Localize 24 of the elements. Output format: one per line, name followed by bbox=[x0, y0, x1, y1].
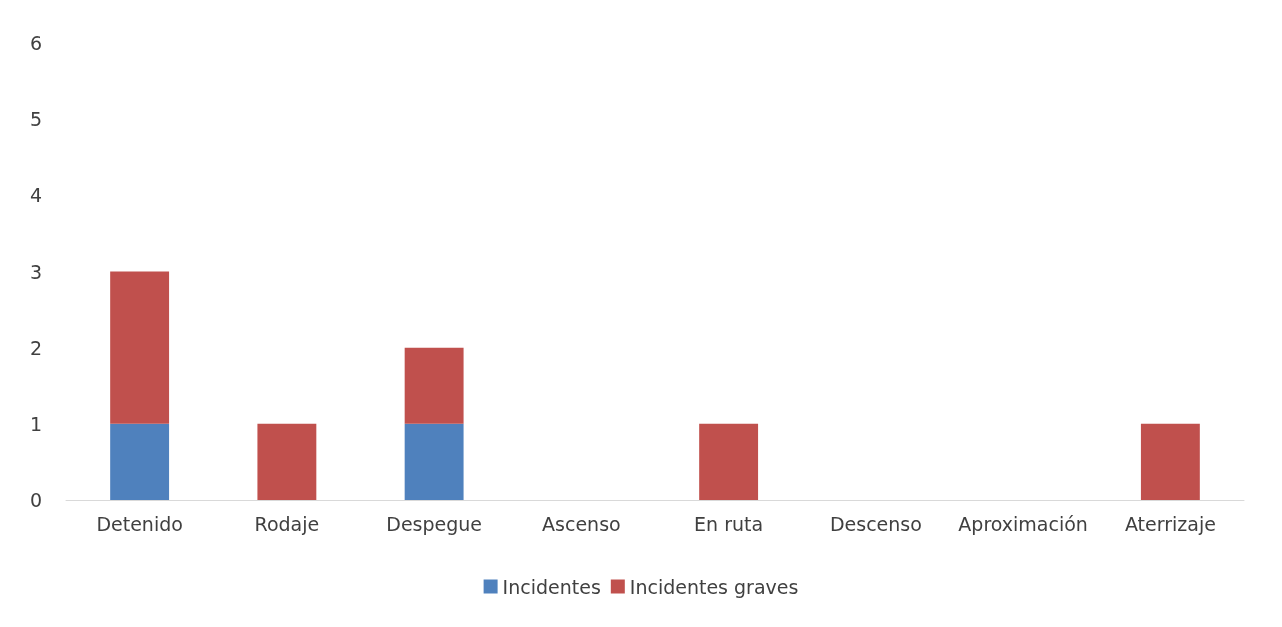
bar bbox=[110, 271, 170, 424]
bar bbox=[257, 423, 317, 500]
x-tick-label: Aproximación bbox=[958, 512, 1088, 535]
x-tick-label: Descenso bbox=[829, 512, 922, 535]
bar bbox=[110, 423, 170, 500]
x-tick-label: Despegue bbox=[386, 512, 483, 535]
y-tick-label: 3 bbox=[29, 260, 42, 283]
bar bbox=[1140, 423, 1200, 500]
x-tick-label: Aterrizaje bbox=[1124, 512, 1216, 535]
y-tick-label: 2 bbox=[29, 336, 42, 359]
y-tick-label: 5 bbox=[29, 108, 42, 131]
y-tick-label: 6 bbox=[29, 32, 42, 54]
bar bbox=[404, 423, 464, 500]
y-tick-label: 1 bbox=[29, 412, 42, 435]
y-tick-label: 4 bbox=[29, 184, 42, 207]
x-tick-label: Ascenso bbox=[542, 512, 621, 535]
legend-label: Incidentes bbox=[502, 575, 601, 598]
bar bbox=[404, 347, 464, 424]
x-tick-label: Detenido bbox=[96, 512, 183, 535]
bar bbox=[699, 423, 759, 500]
x-tick-label: En ruta bbox=[694, 512, 764, 535]
y-tick-label: 0 bbox=[29, 489, 42, 511]
x-tick-label: Rodaje bbox=[254, 512, 320, 535]
legend-label: Incidentes graves bbox=[629, 575, 799, 598]
